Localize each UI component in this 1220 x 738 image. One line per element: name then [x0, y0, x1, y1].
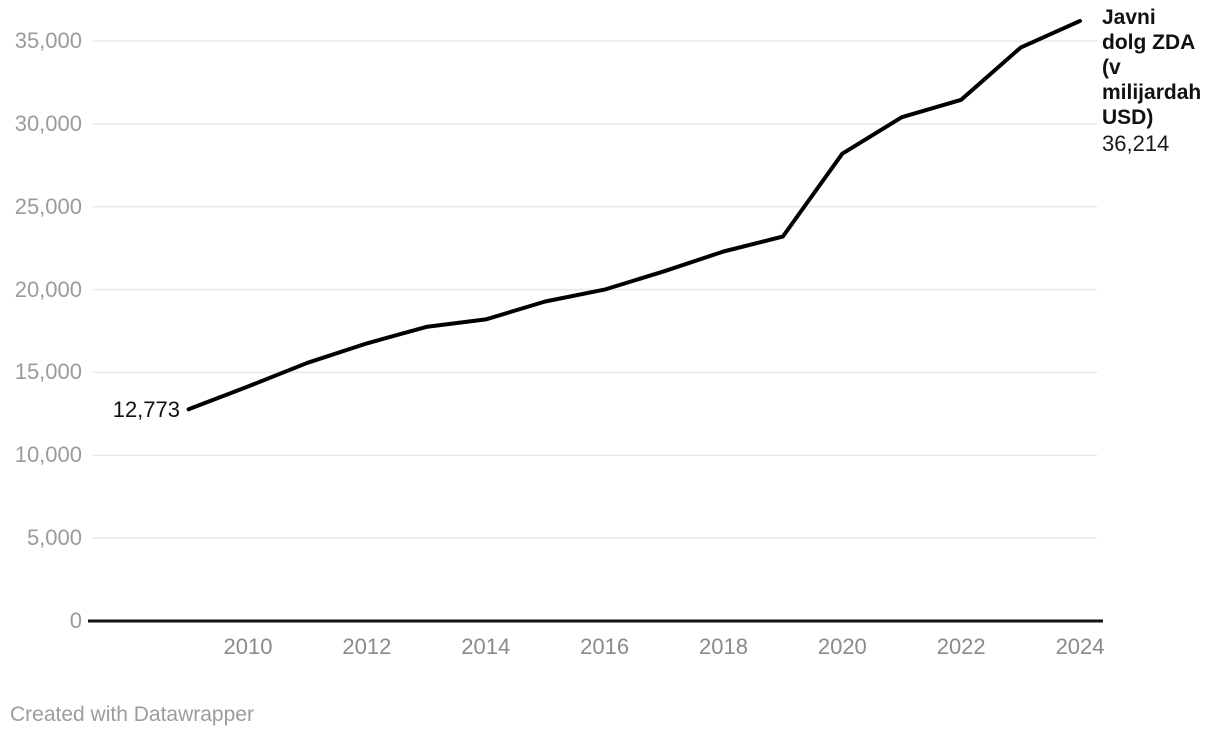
series-title-line: milijardah: [1102, 81, 1202, 104]
series-title-label: Javni dolg ZDA (v milijardah USD): [1102, 5, 1220, 130]
y-axis-tick-label: 35,000: [14, 28, 82, 53]
y-axis-tick-label: 15,000: [14, 359, 82, 385]
series-title-line: Javni: [1102, 6, 1156, 29]
x-axis-tick-label: 2020: [817, 634, 867, 659]
series-end-value-label: 36,214: [1102, 131, 1170, 156]
x-axis-tick-label: 2016: [580, 634, 630, 659]
x-axis-tick-label: 2018: [698, 634, 748, 659]
debt-line-series: [186, 18, 1082, 412]
series-title-line: USD): [1102, 106, 1154, 129]
x-axis-tick-label: 2010: [223, 634, 273, 659]
series-title-line: (v: [1102, 56, 1121, 79]
series-end-label: Javni dolg ZDA (v milijardah USD) 36,214: [1102, 5, 1220, 157]
series-start-value-label: 12,773: [112, 397, 180, 422]
y-gridlines: [93, 40, 1097, 539]
y-axis-tick-label: 20,000: [14, 276, 82, 302]
datawrapper-attribution-link[interactable]: Created with Datawrapper: [10, 703, 254, 726]
series-title-line: dolg ZDA: [1102, 31, 1196, 54]
y-axis-tick-label: 30,000: [14, 110, 82, 136]
x-axis-tick-label: 2012: [342, 634, 392, 659]
x-axis-tick-label: 2014: [461, 634, 511, 659]
y-axis-tick-label: 10,000: [14, 442, 82, 468]
y-axis-tick-label: 25,000: [14, 193, 82, 219]
x-axis-tick-label: 2024: [1055, 634, 1105, 659]
y-axis-tick-label: 0: [69, 608, 82, 633]
y-axis-tick-label: 5,000: [26, 525, 82, 551]
x-axis-tick-label: 2022: [936, 634, 986, 659]
